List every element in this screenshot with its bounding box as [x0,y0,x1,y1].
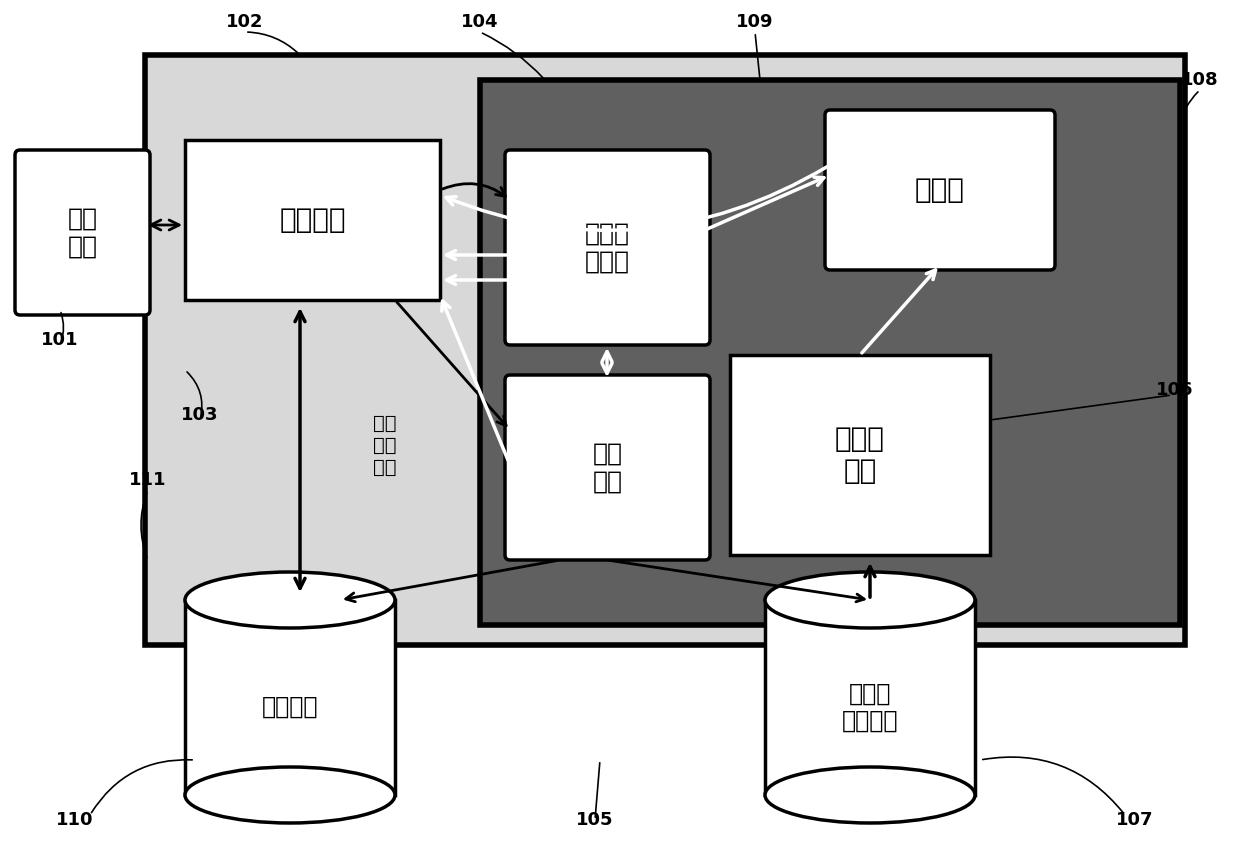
FancyBboxPatch shape [145,55,1184,645]
Text: 106: 106 [1156,381,1193,399]
FancyBboxPatch shape [825,110,1054,270]
Text: 105: 105 [576,811,613,829]
Ellipse shape [185,767,395,823]
FancyArrowPatch shape [92,759,192,812]
FancyBboxPatch shape [506,150,710,345]
Text: 107: 107 [1116,811,1154,829]
Text: 文本对
象索引: 文本对 象索引 [585,222,629,273]
Text: 正常
访问
路径: 正常 访问 路径 [373,414,396,477]
FancyBboxPatch shape [479,80,1180,625]
Text: 110: 110 [56,811,94,829]
FancyArrowPatch shape [187,372,202,417]
Ellipse shape [764,767,975,823]
FancyArrowPatch shape [1186,92,1198,108]
Text: 103: 103 [181,406,219,424]
Text: 文本
对象: 文本 对象 [592,441,622,493]
Text: 域对象: 域对象 [916,176,965,204]
FancyArrowPatch shape [442,184,506,197]
FancyBboxPatch shape [185,140,440,300]
Polygon shape [185,600,395,795]
FancyArrowPatch shape [61,313,63,342]
Text: 101: 101 [41,331,79,349]
Text: 111: 111 [129,471,167,489]
FancyBboxPatch shape [15,150,150,315]
FancyArrowPatch shape [756,35,760,77]
Text: 域构建
过程: 域构建 过程 [835,425,885,486]
FancyArrowPatch shape [482,33,543,78]
Polygon shape [764,600,975,795]
FancyArrowPatch shape [992,395,1170,420]
FancyArrowPatch shape [595,763,600,818]
Ellipse shape [185,572,395,628]
FancyArrowPatch shape [446,166,828,231]
FancyArrowPatch shape [248,32,299,53]
Text: 104: 104 [461,13,499,31]
Ellipse shape [764,572,975,628]
FancyBboxPatch shape [506,375,710,560]
Text: 用户
接口: 用户 接口 [67,206,98,258]
Text: 应用数据: 应用数据 [261,695,318,720]
FancyArrowPatch shape [983,757,1124,813]
Text: 108: 108 [1181,71,1219,89]
Text: 域定义
数据文件: 域定义 数据文件 [841,681,898,733]
Text: 102: 102 [227,13,264,31]
FancyArrowPatch shape [141,492,147,557]
Text: 应用软件: 应用软件 [279,206,346,234]
FancyBboxPatch shape [730,355,990,555]
Text: 109: 109 [736,13,773,31]
